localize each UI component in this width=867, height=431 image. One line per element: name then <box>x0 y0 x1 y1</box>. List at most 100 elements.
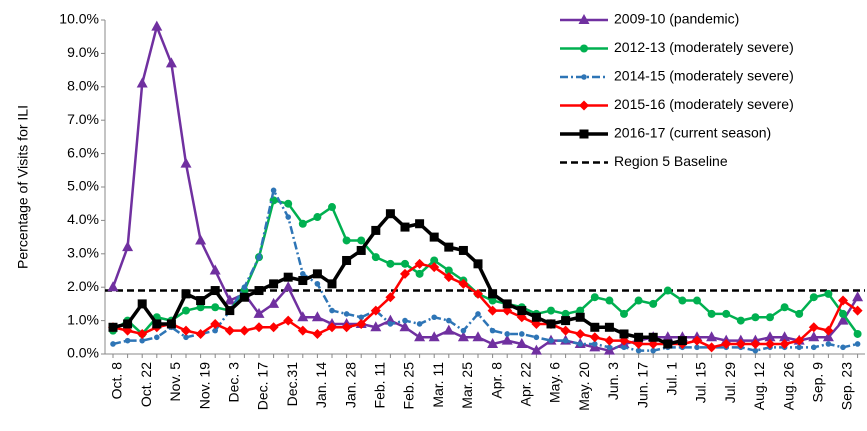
marker <box>825 341 832 347</box>
marker <box>692 335 702 346</box>
marker <box>136 77 148 88</box>
marker <box>619 329 629 339</box>
marker <box>385 292 396 303</box>
marker <box>752 347 759 354</box>
marker <box>151 20 163 31</box>
marker <box>575 312 585 322</box>
marker <box>444 242 454 252</box>
legend-marker <box>580 44 588 53</box>
marker <box>400 222 410 232</box>
marker <box>765 338 775 349</box>
y-tick-label: 0.0% <box>67 345 99 361</box>
y-tick-label: 8.0% <box>67 78 99 94</box>
marker <box>282 281 294 292</box>
marker <box>181 289 191 299</box>
marker <box>796 344 802 351</box>
marker <box>314 281 321 287</box>
marker <box>577 341 583 347</box>
marker <box>693 296 701 305</box>
marker <box>516 337 528 348</box>
marker <box>561 309 570 318</box>
legend-marker <box>578 14 590 24</box>
marker <box>341 322 352 333</box>
marker <box>357 236 366 245</box>
y-tick-label: 6.0% <box>67 144 99 160</box>
x-tick-label: Feb. 11 <box>372 362 388 409</box>
marker <box>621 344 627 351</box>
marker <box>560 325 571 336</box>
legend-label: Region 5 Baseline <box>614 153 728 169</box>
x-tick-label: Aug. 26 <box>780 362 796 410</box>
marker <box>400 268 410 279</box>
series-line <box>112 199 859 336</box>
marker <box>443 272 454 283</box>
legend-label: 2015-16 (moderately severe) <box>614 96 794 112</box>
marker <box>239 292 249 302</box>
marker <box>137 299 147 309</box>
marker <box>401 259 409 268</box>
marker <box>547 306 555 315</box>
marker <box>504 331 511 337</box>
marker <box>533 334 540 341</box>
marker <box>300 271 306 277</box>
marker <box>854 341 861 347</box>
marker <box>195 234 207 245</box>
marker <box>722 309 731 318</box>
marker <box>328 203 336 212</box>
marker <box>210 318 221 329</box>
marker <box>297 325 308 336</box>
x-tick-label: Jun. 17 <box>634 362 650 408</box>
marker <box>707 309 716 318</box>
marker <box>124 337 131 344</box>
marker <box>604 322 614 332</box>
marker <box>402 317 408 324</box>
marker <box>489 327 496 334</box>
x-tick-label: Oct. 8 <box>109 362 125 400</box>
marker <box>269 279 279 289</box>
marker <box>751 313 760 322</box>
marker <box>750 338 761 349</box>
marker <box>808 331 820 342</box>
x-tick-label: Dec. 17 <box>255 362 271 410</box>
marker <box>706 331 718 342</box>
marker <box>108 322 118 332</box>
marker <box>460 327 467 334</box>
x-tick-label: Mar. 11 <box>430 362 446 408</box>
y-tick-label: 9.0% <box>67 44 99 60</box>
marker <box>487 337 499 348</box>
marker <box>649 299 658 308</box>
marker <box>270 187 277 194</box>
marker <box>225 306 235 316</box>
marker <box>589 332 600 343</box>
marker <box>343 311 350 317</box>
series <box>110 187 861 354</box>
marker <box>634 332 644 342</box>
marker <box>852 305 863 316</box>
marker <box>327 279 337 289</box>
marker <box>650 347 656 354</box>
x-tick-label: Sep. 23 <box>839 362 855 410</box>
marker <box>415 219 425 229</box>
marker <box>458 278 469 289</box>
legend-label: 2012-13 (moderately severe) <box>614 39 794 55</box>
series-line <box>112 211 683 346</box>
marker <box>211 303 220 312</box>
legend-label: 2009-10 (pandemic) <box>614 11 739 27</box>
marker <box>414 331 426 342</box>
marker <box>620 309 628 318</box>
marker <box>327 322 337 333</box>
marker <box>779 331 791 342</box>
marker <box>458 245 468 255</box>
legend-label: 2014-15 (moderately severe) <box>614 68 794 84</box>
marker <box>446 317 452 324</box>
marker <box>488 289 498 299</box>
x-tick-label: Apr. 8 <box>488 362 504 399</box>
marker <box>329 307 335 314</box>
marker <box>811 344 817 351</box>
marker <box>268 297 280 308</box>
marker <box>253 307 265 318</box>
marker <box>575 328 586 339</box>
marker <box>123 319 133 329</box>
marker <box>429 232 439 242</box>
